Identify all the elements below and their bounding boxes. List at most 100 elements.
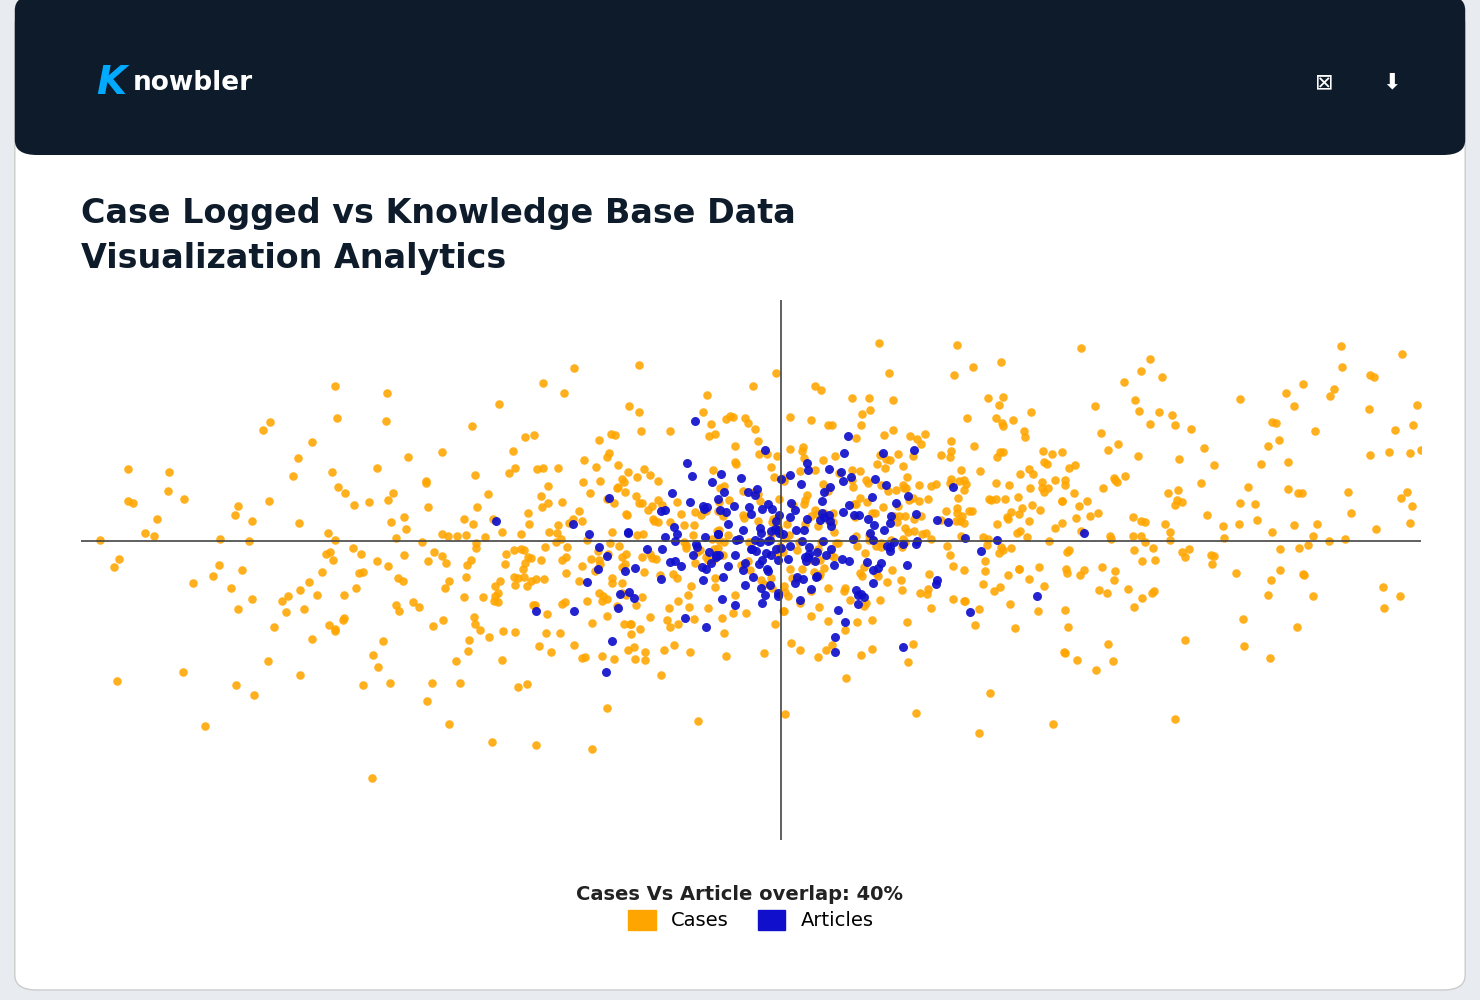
Point — [1088, 582, 1111, 598]
Point — [392, 547, 416, 563]
Point — [852, 598, 876, 614]
Point — [1228, 495, 1252, 511]
Point — [808, 566, 832, 582]
Point — [805, 568, 829, 584]
Point — [554, 565, 577, 581]
Point — [551, 494, 574, 510]
Point — [848, 507, 872, 523]
Point — [693, 529, 716, 545]
Point — [638, 467, 662, 483]
Point — [903, 511, 926, 527]
Point — [889, 582, 913, 598]
Point — [1231, 611, 1255, 627]
Point — [984, 475, 1008, 491]
Point — [938, 443, 962, 459]
Point — [485, 594, 509, 610]
Point — [703, 570, 727, 586]
Point — [610, 549, 633, 565]
Point — [595, 700, 619, 716]
Point — [724, 597, 747, 613]
Point — [860, 612, 884, 628]
Point — [1163, 711, 1187, 727]
Point — [891, 458, 915, 474]
Point — [913, 426, 937, 442]
Point — [755, 446, 778, 462]
Point — [750, 501, 774, 517]
Point — [690, 507, 713, 523]
Point — [764, 541, 787, 557]
Point — [1409, 442, 1433, 458]
Point — [750, 552, 774, 568]
Point — [799, 552, 823, 568]
Point — [346, 565, 370, 581]
Point — [919, 600, 943, 616]
Point — [764, 521, 787, 537]
Point — [850, 586, 873, 602]
Point — [376, 385, 400, 401]
Point — [474, 529, 497, 545]
Point — [657, 619, 681, 635]
Point — [672, 534, 696, 550]
Point — [851, 406, 875, 422]
Point — [1086, 505, 1110, 521]
Point — [522, 427, 546, 443]
Point — [397, 449, 420, 465]
Point — [795, 455, 818, 471]
Point — [765, 519, 789, 535]
Point — [533, 571, 556, 587]
Point — [588, 473, 611, 489]
Point — [607, 600, 630, 616]
Point — [830, 551, 854, 567]
Point — [549, 552, 573, 568]
Text: Visualization Analytics: Visualization Analytics — [81, 242, 506, 275]
Point — [610, 559, 633, 575]
Point — [1268, 541, 1292, 557]
Point — [258, 414, 281, 430]
Point — [682, 517, 706, 533]
Point — [875, 451, 898, 467]
Point — [1384, 422, 1407, 438]
Point — [453, 589, 477, 605]
Point — [1091, 559, 1114, 575]
Point — [860, 641, 884, 657]
Point — [1180, 421, 1203, 437]
Point — [599, 426, 623, 442]
Point — [1049, 515, 1073, 531]
Point — [1021, 466, 1045, 482]
Point — [796, 549, 820, 565]
Legend: Cases, Articles: Cases, Articles — [620, 902, 882, 938]
Point — [879, 452, 903, 468]
Point — [1026, 603, 1049, 619]
Point — [300, 434, 324, 450]
Point — [611, 474, 635, 490]
Point — [885, 498, 909, 514]
Point — [1000, 412, 1024, 428]
Point — [811, 493, 835, 509]
Point — [598, 490, 622, 506]
Point — [869, 539, 892, 555]
Point — [747, 556, 771, 572]
Point — [866, 456, 889, 472]
Point — [855, 511, 879, 527]
Point — [1054, 602, 1077, 618]
Point — [749, 520, 773, 536]
Point — [1146, 271, 1169, 287]
Point — [733, 410, 756, 426]
Point — [531, 375, 555, 391]
Point — [895, 614, 919, 630]
Point — [281, 468, 305, 484]
Point — [787, 595, 811, 611]
Point — [1283, 517, 1307, 533]
Point — [490, 652, 514, 668]
Point — [998, 596, 1021, 612]
Point — [463, 467, 487, 483]
Point — [767, 525, 790, 541]
Point — [925, 512, 949, 528]
Point — [1054, 477, 1077, 493]
Point — [323, 532, 346, 548]
Point — [824, 535, 848, 551]
Point — [765, 545, 789, 561]
Point — [379, 675, 403, 691]
Point — [371, 633, 395, 649]
Text: ⊠: ⊠ — [1316, 73, 1333, 93]
